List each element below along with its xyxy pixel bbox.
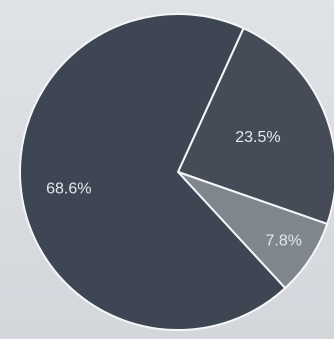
slice-label: 68.6% [46,181,91,198]
slice-label: 7.8% [265,233,301,250]
pie-labels: 23.5% 7.8% 68.6% [46,129,302,249]
slice-label: 23.5% [235,129,280,146]
pie-slices [19,13,334,331]
pie-slice [19,13,287,331]
